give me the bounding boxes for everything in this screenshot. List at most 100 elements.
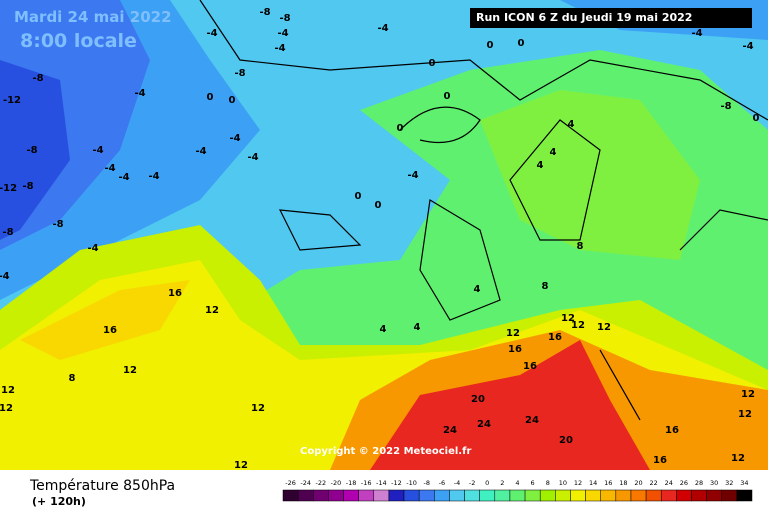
contour-label: 12 — [741, 389, 755, 400]
scale-label: 4 — [515, 479, 519, 487]
scale-swatch — [630, 489, 647, 502]
contour-label: 4 — [474, 284, 481, 295]
scale-label: -2 — [469, 479, 475, 487]
contour-label: 12 — [123, 365, 137, 376]
contour-label: -12 — [3, 95, 21, 106]
contour-label: -12 — [0, 183, 17, 194]
scale-label: -14 — [376, 479, 387, 487]
contour-label: -4 — [377, 23, 388, 34]
contour-label: -8 — [720, 101, 731, 112]
scale-label: 16 — [604, 479, 612, 487]
contour-label: 12 — [234, 460, 248, 471]
contour-label: -8 — [52, 219, 63, 230]
contour-label: 12 — [1, 385, 15, 396]
contour-label: -8 — [32, 73, 43, 84]
scale-swatch — [403, 489, 420, 502]
run-info: Run ICON 6 Z du Jeudi 19 mai 2022 — [476, 11, 692, 24]
contour-label: -4 — [274, 43, 285, 54]
contour-label: 16 — [548, 332, 562, 343]
contour-label: 16 — [653, 455, 667, 466]
scale-swatch — [676, 489, 692, 502]
scale-swatch — [539, 489, 556, 502]
contour-label: 12 — [251, 403, 265, 414]
scale-swatch — [524, 489, 541, 502]
scale-swatch — [373, 489, 390, 502]
contour-label: -8 — [2, 227, 13, 238]
contour-label: -4 — [206, 28, 217, 39]
contour-label: 0 — [375, 200, 382, 211]
scale-swatch — [615, 489, 632, 502]
contour-label: -4 — [247, 152, 258, 163]
scale-label: -20 — [331, 479, 342, 487]
scale-label: -24 — [300, 479, 311, 487]
scale-label: -6 — [439, 479, 445, 487]
scale-label: -4 — [454, 479, 460, 487]
scale-label: -22 — [316, 479, 327, 487]
contour-label: 4 — [380, 324, 387, 335]
scale-swatch — [343, 489, 359, 502]
contour-label: 24 — [477, 419, 491, 430]
scale-label: 14 — [589, 479, 597, 487]
scale-swatch — [449, 489, 465, 502]
scale-label: 10 — [559, 479, 567, 487]
scale-label: 30 — [710, 479, 718, 487]
scale-swatch — [660, 489, 677, 502]
contour-label: 24 — [525, 415, 539, 426]
contour-label: 4 — [550, 147, 557, 158]
contour-label: 4 — [568, 119, 575, 130]
contour-label: 16 — [168, 288, 182, 299]
scale-label: 0 — [485, 479, 489, 487]
scale-swatch — [328, 489, 344, 502]
contour-label: -4 — [0, 271, 10, 282]
contour-label: 16 — [523, 361, 537, 372]
scale-swatch — [282, 489, 299, 502]
contour-label: -4 — [118, 172, 129, 183]
scale-swatch — [736, 489, 753, 502]
contour-label: 12 — [0, 403, 13, 414]
scale-label: -10 — [406, 479, 417, 487]
contour-label: -4 — [195, 146, 206, 157]
contour-label: 12 — [506, 328, 520, 339]
contour-label: 0 — [229, 95, 236, 106]
contour-label: 0 — [753, 113, 760, 124]
contour-label: 24 — [443, 425, 457, 436]
contour-label: -4 — [87, 243, 98, 254]
contour-label: 0 — [429, 58, 436, 69]
scale-label: 20 — [634, 479, 642, 487]
scale-label: -8 — [423, 479, 429, 487]
scale-swatch — [600, 489, 617, 502]
scale-label: -12 — [391, 479, 402, 487]
contour-label: 0 — [207, 92, 214, 103]
footer-title: Température 850hPa — [29, 478, 175, 494]
scale-swatch — [358, 489, 375, 502]
contour-label: 12 — [731, 453, 745, 464]
scale-swatch — [721, 489, 738, 502]
contour-label: 12 — [561, 313, 575, 324]
scale-swatch — [313, 489, 329, 502]
contour-label: -8 — [279, 13, 290, 24]
scale-label: 2 — [500, 479, 504, 487]
contour-label: -8 — [259, 7, 270, 18]
contour-label: -4 — [277, 28, 288, 39]
contour-label: 12 — [597, 322, 611, 333]
scale-swatch — [494, 489, 511, 502]
contour-label: 20 — [471, 394, 485, 405]
scale-label: 24 — [665, 479, 673, 487]
contour-label: 8 — [577, 241, 584, 252]
contour-label: 16 — [103, 325, 117, 336]
scale-label: -16 — [361, 479, 372, 487]
contour-label: 16 — [665, 425, 679, 436]
scale-swatch — [464, 489, 480, 502]
contour-label: 12 — [205, 305, 219, 316]
copyright: Copyright © 2022 Meteociel.fr — [300, 446, 471, 457]
run-box — [470, 8, 752, 28]
contour-label: 0 — [444, 91, 451, 102]
contour-label: 0 — [397, 123, 404, 134]
contour-label: -4 — [134, 88, 145, 99]
scale-label: -26 — [285, 479, 296, 487]
scale-swatch — [434, 489, 450, 502]
scale-swatch — [570, 489, 586, 502]
region-coldest — [0, 60, 70, 240]
contour-label: 8 — [69, 373, 76, 384]
